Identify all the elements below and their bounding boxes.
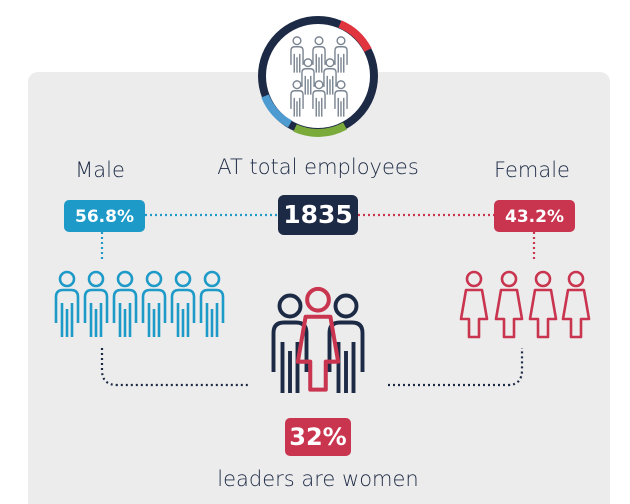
leaders-share: 32%: [289, 423, 346, 451]
male-label: Male: [75, 158, 125, 182]
total-label: AT total employees: [217, 155, 419, 179]
leaders-label: leaders are women: [217, 467, 418, 491]
male-box: [64, 200, 145, 232]
female-label: Female: [494, 158, 570, 182]
total-count: 1835: [283, 200, 353, 229]
female-share: 43.2%: [505, 207, 564, 227]
connectors: [100, 213, 536, 387]
female-box: [494, 200, 575, 232]
leaders-box: [285, 418, 351, 456]
team-icon: [258, 16, 378, 137]
male-share: 56.8%: [75, 207, 134, 227]
total-box: [278, 195, 358, 235]
